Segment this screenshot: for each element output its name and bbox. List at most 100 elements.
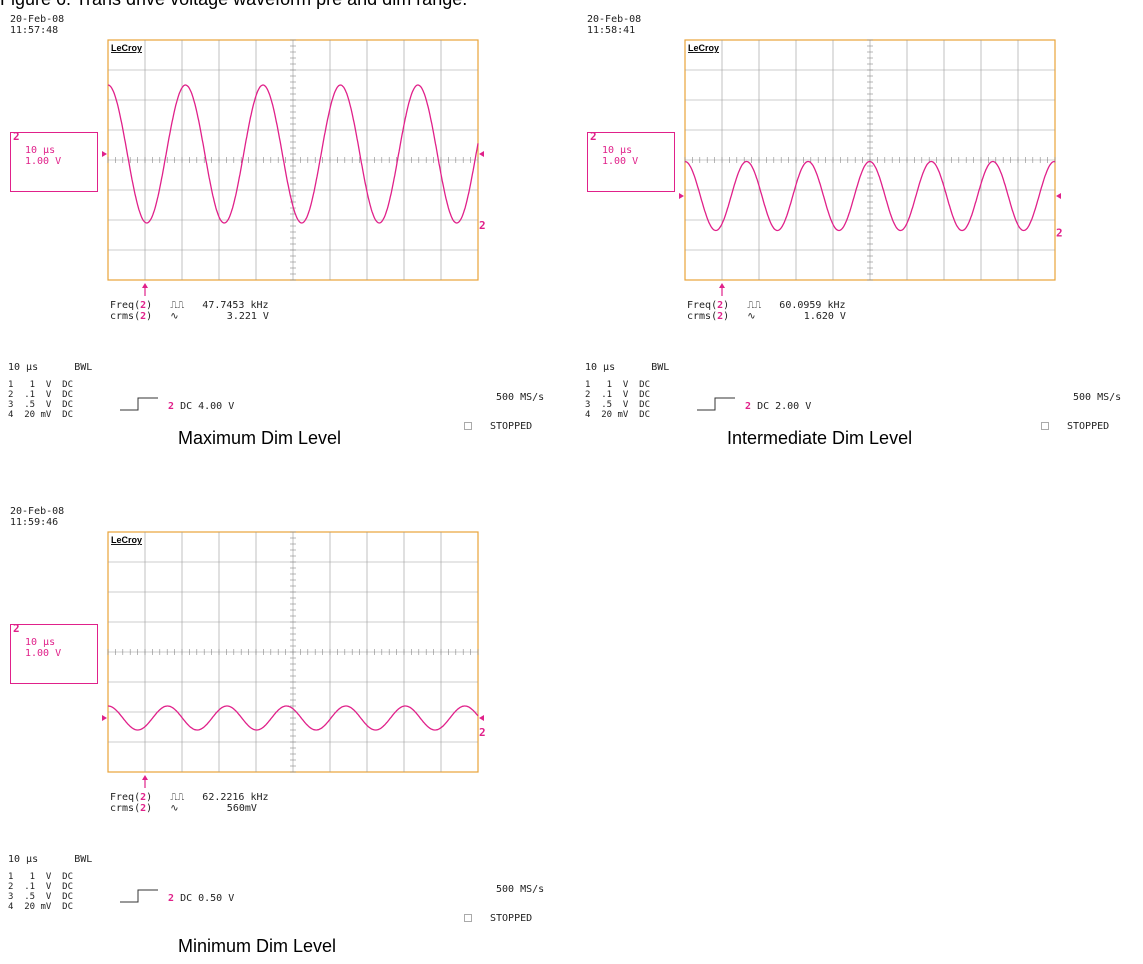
sine-icon: ∿ xyxy=(170,803,179,814)
date: 20-Feb-08 xyxy=(10,14,65,25)
timebase-readout: 10 μs BWL xyxy=(585,362,669,373)
freq-channel: 2 xyxy=(140,792,147,803)
time: 11:59:46 xyxy=(10,517,59,528)
brand-label: LeCroy xyxy=(688,43,719,53)
freq-label: Freq( xyxy=(687,300,718,311)
timebase: 10 μs xyxy=(8,362,39,373)
channel-box: 2 10 μs 1.00 V xyxy=(10,130,98,192)
level-marker-left xyxy=(679,193,684,199)
crms-close: ) xyxy=(723,311,730,322)
channel-settings: 1 1 V DC 2 .1 V DC 3 .5 V DC 4 20 mV DC xyxy=(585,380,651,420)
crms-label: crms( xyxy=(687,311,718,322)
timebase: 10 μs xyxy=(8,854,39,865)
crms-label: crms( xyxy=(110,311,141,322)
pulse-icon: ⎍⎍ xyxy=(747,300,762,311)
freq-close: ) xyxy=(723,300,730,311)
waveform-trace xyxy=(108,705,479,731)
level-marker-right xyxy=(479,715,484,721)
trigger-channel: 2 xyxy=(168,401,175,412)
grid xyxy=(107,531,479,773)
sample-rate: 500 MS/s xyxy=(496,392,545,403)
scope-panel: 20-Feb-08 11:59:46 2 10 μs 1.00 V LeCroy… xyxy=(0,502,560,932)
bwl-label: BWL xyxy=(74,854,93,865)
brand-label: LeCroy xyxy=(111,535,142,545)
status: STOPPED xyxy=(1041,421,1109,432)
scope-screen: LeCroy 2 xyxy=(102,39,486,296)
status-text: STOPPED xyxy=(1067,421,1110,432)
grid xyxy=(684,39,1056,281)
channel-volts: 1.00 V xyxy=(25,648,62,659)
crms-value: 560mV xyxy=(226,803,257,814)
page-title: Figure 6. Trans drive voltage waveform p… xyxy=(0,0,467,10)
trigger-edge-icon xyxy=(120,889,158,903)
channel-timebase: 10 μs xyxy=(25,637,56,648)
grid xyxy=(107,39,479,281)
time: 11:57:48 xyxy=(10,25,59,36)
panel-caption: Intermediate Dim Level xyxy=(727,428,913,448)
level-marker-right xyxy=(479,151,484,157)
freq-channel: 2 xyxy=(140,300,147,311)
scope-panel: 20-Feb-08 11:58:41 2 10 μs 1.00 V LeCroy… xyxy=(577,10,1137,440)
trigger-level: DC 4.00 V xyxy=(180,401,235,412)
timebase-readout: 10 μs BWL xyxy=(8,362,92,373)
trigger-readout: 2 DC 0.50 V xyxy=(168,893,234,904)
channel-timebase: 10 μs xyxy=(602,145,633,156)
freq-value: 47.7453 kHz xyxy=(202,300,269,311)
timebase: 10 μs xyxy=(585,362,616,373)
crms-value: 1.620 V xyxy=(803,311,846,322)
level-marker-left xyxy=(102,715,107,721)
trace-channel-marker: 2 xyxy=(1056,227,1063,240)
crms-close: ) xyxy=(146,803,153,814)
scope-screen: LeCroy 2 xyxy=(102,531,486,788)
freq-value: 60.0959 kHz xyxy=(779,300,846,311)
date: 20-Feb-08 xyxy=(587,14,642,25)
status-box-icon xyxy=(464,914,472,922)
scope-screen: LeCroy 2 xyxy=(679,39,1063,296)
status-text: STOPPED xyxy=(490,913,533,924)
status-box-icon xyxy=(464,422,472,430)
trigger-arrow-head xyxy=(719,283,725,288)
measurements: Freq(2) ⎍⎍ 60.0959 kHz crms(2) ∿ 1.620 V xyxy=(687,300,846,322)
bwl-label: BWL xyxy=(74,362,93,373)
sine-icon: ∿ xyxy=(170,311,179,322)
crms-channel: 2 xyxy=(140,803,147,814)
crms-channel: 2 xyxy=(717,311,724,322)
trigger-arrow-head xyxy=(142,775,148,780)
channel-timebase: 10 μs xyxy=(25,145,56,156)
freq-label: Freq( xyxy=(110,300,141,311)
measurements: Freq(2) ⎍⎍ 47.7453 kHz crms(2) ∿ 3.221 V xyxy=(110,300,269,322)
channel-settings: 1 1 V DC 2 .1 V DC 3 .5 V DC 4 20 mV DC xyxy=(8,380,74,420)
trace-channel-marker: 2 xyxy=(479,726,486,739)
status: STOPPED xyxy=(464,913,532,924)
freq-label: Freq( xyxy=(110,792,141,803)
channel-number: 2 xyxy=(13,130,20,143)
channel-box: 2 10 μs 1.00 V xyxy=(587,131,675,192)
date: 20-Feb-08 xyxy=(10,506,65,517)
level-marker-left xyxy=(102,151,107,157)
trigger-arrow-head xyxy=(142,283,148,288)
trigger-channel: 2 xyxy=(745,401,752,412)
channel-box: 2 10 μs 1.00 V xyxy=(10,622,98,684)
crms-channel: 2 xyxy=(140,311,147,322)
waveform-trace xyxy=(684,160,1056,232)
brand-label: LeCroy xyxy=(111,43,142,53)
sine-icon: ∿ xyxy=(747,311,756,322)
bwl-label: BWL xyxy=(651,362,670,373)
timestamp: 20-Feb-08 11:57:48 xyxy=(10,14,64,36)
freq-value: 62.2216 kHz xyxy=(202,792,269,803)
panel-caption: Minimum Dim Level xyxy=(178,936,337,956)
sample-rate: 500 MS/s xyxy=(1073,392,1122,403)
waveform-trace xyxy=(107,84,479,224)
channel-volts: 1.00 V xyxy=(602,156,639,167)
trigger-edge-icon xyxy=(120,397,158,411)
status: STOPPED xyxy=(464,421,532,432)
pulse-icon: ⎍⎍ xyxy=(170,792,185,803)
time: 11:58:41 xyxy=(587,25,636,36)
trigger-level: DC 0.50 V xyxy=(180,893,235,904)
scope-panel: 20-Feb-08 11:57:48 2 10 μs 1.00 V LeCroy… xyxy=(0,10,560,440)
channel-number: 2 xyxy=(13,622,20,635)
crms-label: crms( xyxy=(110,803,141,814)
pulse-icon: ⎍⎍ xyxy=(170,300,185,311)
freq-channel: 2 xyxy=(717,300,724,311)
trace-channel-marker: 2 xyxy=(479,219,486,232)
